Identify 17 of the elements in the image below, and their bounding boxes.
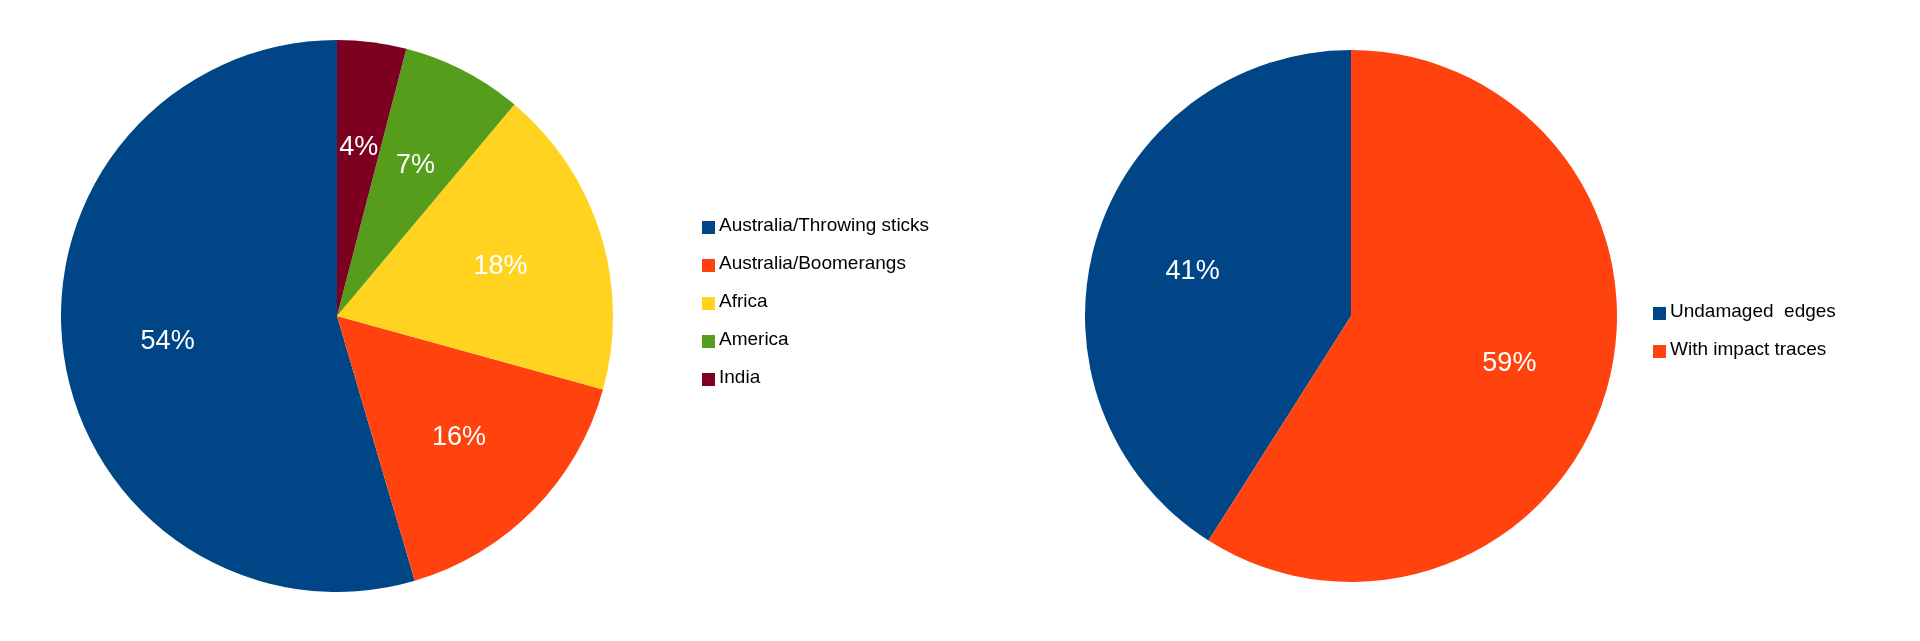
data-label: 54%	[140, 325, 195, 356]
pie-slice	[1085, 50, 1351, 541]
pie-slice	[337, 104, 613, 390]
legend-label: Australia/Throwing sticks	[719, 214, 930, 235]
legend-label: Undamaged edges	[1670, 300, 1836, 321]
legend-label: Africa	[719, 290, 768, 311]
data-label: 41%	[1165, 254, 1220, 285]
data-label: 16%	[431, 421, 486, 452]
data-label: 18%	[473, 250, 528, 281]
legend-label: Australia/Boomerangs	[719, 252, 906, 273]
data-label: 59%	[1482, 347, 1537, 378]
legend-label: With impact traces	[1670, 338, 1827, 359]
pie-slice	[337, 316, 604, 581]
data-label: 7%	[395, 148, 435, 179]
legend-label: India	[719, 366, 761, 387]
data-label: 4%	[339, 131, 379, 162]
legend-label: America	[719, 328, 789, 349]
